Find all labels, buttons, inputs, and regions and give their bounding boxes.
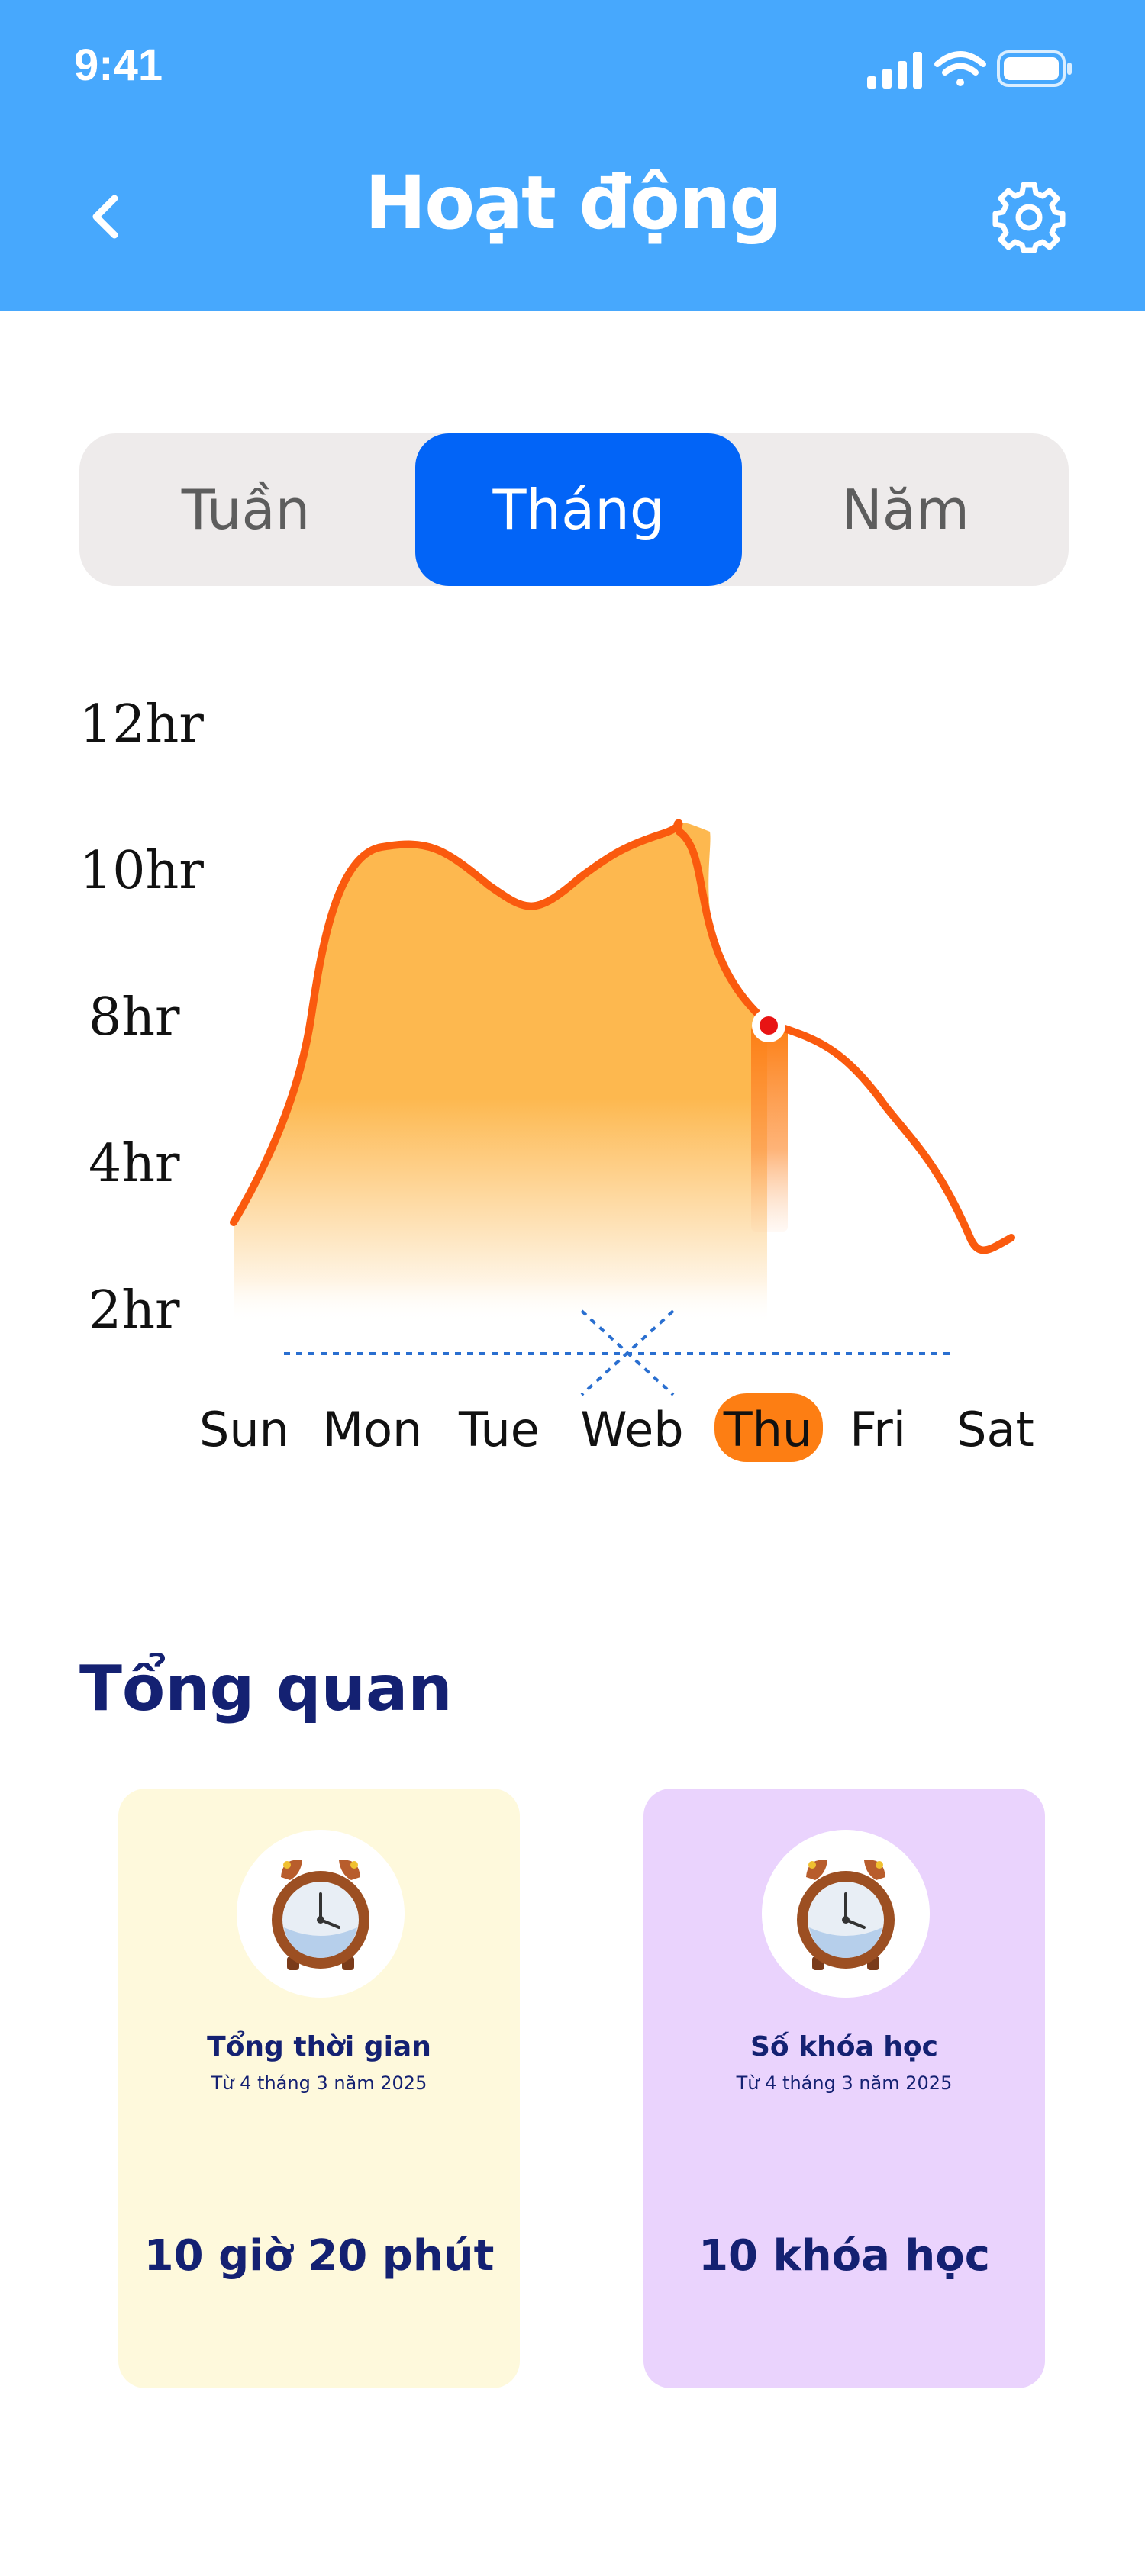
clock-badge bbox=[237, 1830, 405, 1998]
tab-week[interactable]: Tuần bbox=[181, 478, 311, 542]
card-value: 10 khóa học bbox=[698, 2231, 990, 2281]
highlight-bar bbox=[751, 1026, 788, 1232]
x-tick-label: Web bbox=[580, 1402, 683, 1457]
y-tick-label: 2hr bbox=[89, 1280, 180, 1341]
x-tick-label: Fri bbox=[850, 1402, 906, 1457]
y-tick-label: 4hr bbox=[89, 1134, 180, 1194]
period-tabs: Tuần Tháng Năm bbox=[79, 433, 1069, 586]
course-count-card[interactable]: Số khóa học Từ 4 tháng 3 năm 2025 10 khó… bbox=[643, 1789, 1045, 2388]
alarm-clock-icon bbox=[272, 1860, 369, 1970]
y-tick-label: 12hr bbox=[79, 694, 204, 755]
x-tick-label: Sat bbox=[956, 1402, 1034, 1457]
clock-badge bbox=[762, 1830, 930, 1998]
settings-gear-icon[interactable] bbox=[992, 180, 1066, 253]
status-icons bbox=[867, 50, 1072, 89]
trend-line bbox=[230, 819, 1015, 1254]
total-time-card[interactable]: Tổng thời gian Từ 4 tháng 3 năm 2025 10 … bbox=[118, 1789, 520, 2388]
highlight-marker-dot bbox=[760, 1016, 778, 1035]
card-title: Tổng thời gian bbox=[207, 2031, 431, 2062]
y-axis-labels: 12hr 10hr 8hr 4hr 2hr bbox=[79, 694, 204, 1341]
x-tick-label: Mon bbox=[323, 1402, 423, 1457]
page-title: Hoạt động bbox=[364, 160, 782, 246]
y-tick-label: 10hr bbox=[79, 841, 204, 901]
x-tick-label: Tue bbox=[458, 1402, 540, 1457]
y-tick-label: 8hr bbox=[89, 987, 180, 1048]
crosshair-marker bbox=[580, 1309, 675, 1396]
battery-icon bbox=[997, 50, 1072, 87]
card-subtitle: Từ 4 tháng 3 năm 2025 bbox=[211, 2072, 427, 2094]
x-axis-labels: Sun Mon Tue Web Thu Fri Sat bbox=[199, 1402, 1034, 1457]
overview-title: Tổng quan bbox=[79, 1653, 453, 1725]
wifi-icon bbox=[934, 51, 986, 86]
signal-icon bbox=[867, 52, 922, 89]
card-title: Số khóa học bbox=[750, 2031, 939, 2062]
card-subtitle: Từ 4 tháng 3 năm 2025 bbox=[736, 2072, 953, 2094]
activity-chart: 12hr 10hr 8hr 4hr 2hr Sun Mon Tue Web Th… bbox=[79, 694, 1034, 1462]
alarm-clock-icon bbox=[797, 1860, 895, 1970]
x-tick-label: Sun bbox=[199, 1402, 289, 1457]
status-time: 9:41 bbox=[74, 40, 163, 90]
x-tick-highlight bbox=[714, 1393, 823, 1462]
back-icon[interactable] bbox=[76, 177, 137, 253]
tab-year[interactable]: Năm bbox=[840, 478, 970, 542]
app-header: 9:41 Hoạt động bbox=[0, 0, 1145, 311]
area-fill bbox=[234, 823, 767, 1435]
card-value: 10 giờ 20 phút bbox=[144, 2231, 495, 2281]
x-tick-label[interactable]: Thu bbox=[723, 1402, 812, 1457]
tab-month[interactable]: Tháng bbox=[415, 433, 742, 586]
